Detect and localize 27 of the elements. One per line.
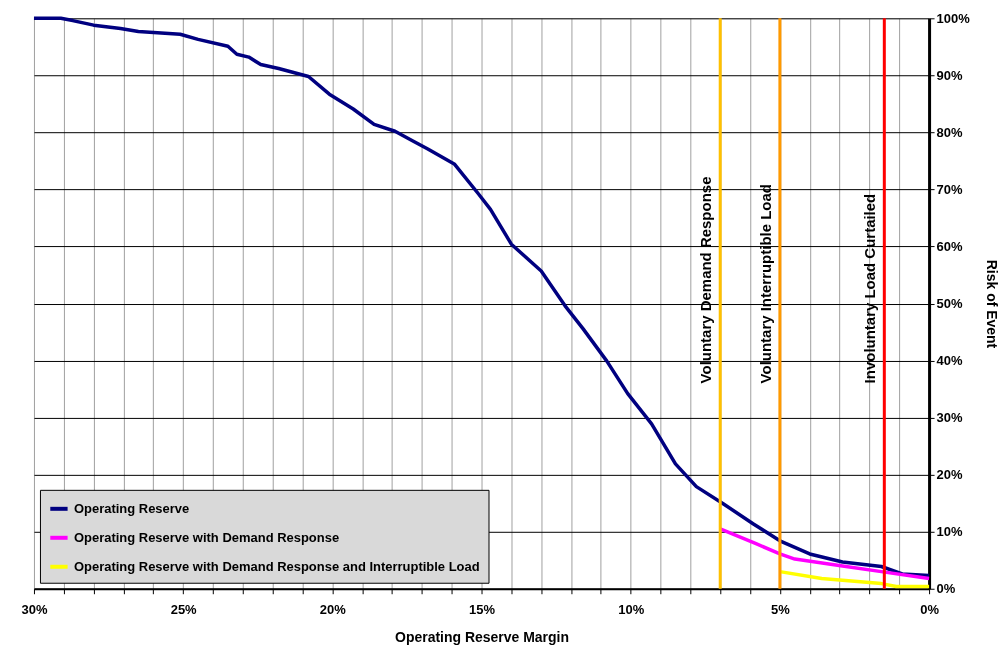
line-series [778,569,931,589]
ref-line-label: Voluntary Demand Response [697,176,715,384]
x-tick-label: 15% [469,602,496,618]
y-tick-label: 80% [936,124,963,140]
x-tick-label: 10% [618,602,645,618]
y-tick-label: 0% [936,581,956,597]
y-tick-label: 100% [936,10,971,26]
x-axis-title: Operating Reserve Margin [395,629,569,646]
y-tick-label: 10% [936,524,963,540]
x-tick-label: 5% [771,602,791,618]
y-tick-label: 70% [936,181,963,197]
y-tick-label: 20% [936,467,963,483]
ref-line-label: Voluntary Interruptible Load [756,184,774,384]
legend-label: Operating Reserve [73,500,190,516]
y-tick-label: 90% [936,67,963,83]
y-tick-label: 50% [936,296,963,312]
legend-label: Operating Reserve with Demand Response and Interruptible Load [73,558,480,574]
x-tick-label: 30% [21,602,48,618]
legend-label: Operating Reserve with Demand Response [73,529,340,545]
y-axis-title: Risk of Event [983,259,1000,349]
y-tick-label: 60% [936,238,963,254]
y-tick-label: 30% [936,410,963,426]
ref-line-label: Involuntary Load Curtailed [861,193,879,384]
x-tick-label: 20% [319,602,347,618]
y-tick-label: 40% [936,353,963,369]
x-tick-label: 0% [920,602,940,618]
x-tick-label: 25% [170,602,198,618]
